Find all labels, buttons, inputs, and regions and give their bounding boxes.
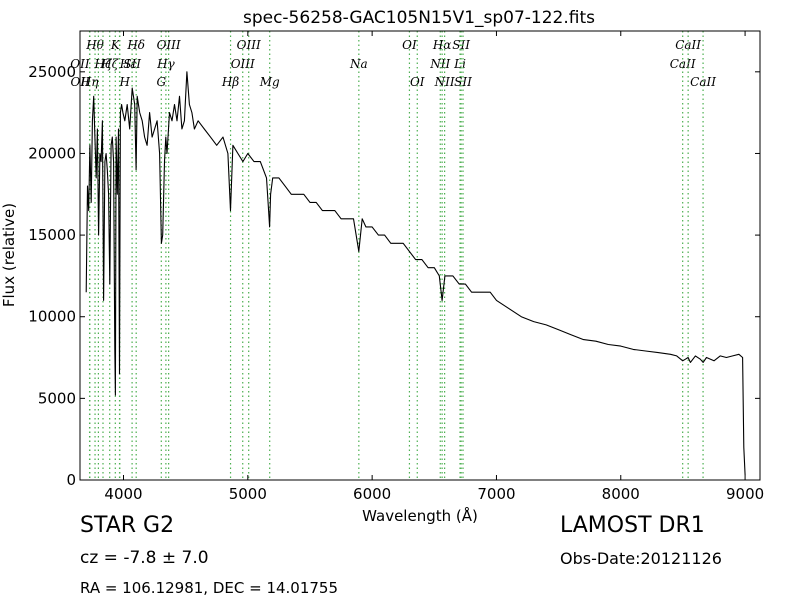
- line-marker-label: OIII: [157, 38, 181, 52]
- line-marker-label: NII: [434, 75, 455, 89]
- x-tick-label: 9000: [726, 485, 764, 503]
- line-marker-label: G: [157, 75, 167, 89]
- plot-frame: [79, 30, 761, 481]
- line-marker-label: Hζ: [100, 57, 119, 71]
- line-marker-label: CaII: [675, 38, 701, 52]
- line-marker-label: Hθ: [85, 38, 104, 52]
- spectrum-series: [85, 71, 746, 476]
- observation-date-label: Obs-Date:20121126: [560, 549, 722, 568]
- x-tick-label: 7000: [477, 485, 515, 503]
- spectrum-line: [85, 71, 746, 476]
- line-marker-label: Hα: [432, 38, 452, 52]
- line-marker-label: Hη: [80, 75, 99, 89]
- y-tick-label: 15000: [28, 226, 76, 244]
- x-tick-label: 5000: [229, 485, 267, 503]
- y-tick-label: 10000: [28, 308, 76, 326]
- chart-title: spec-56258-GAC105N15V1_sp07-122.fits: [243, 8, 595, 28]
- line-marker-label: Na: [349, 57, 368, 71]
- y-tick-label: 0: [66, 471, 76, 489]
- line-marker-label: NII: [429, 57, 450, 71]
- x-tick-label: 8000: [602, 485, 640, 503]
- line-marker-label: CaII: [670, 57, 696, 71]
- line-marker-label: OI: [410, 75, 425, 89]
- y-tick-label: 25000: [28, 63, 76, 81]
- line-marker-label: Hγ: [156, 57, 175, 71]
- line-marker-label: OIII: [231, 57, 255, 71]
- line-markers: OIIOIIHθHηHζHζKHHεSIIHδGHγOIIIHβOIIIOIII…: [70, 31, 716, 480]
- y-tick-label: 20000: [28, 144, 76, 162]
- spectral-class-label: STAR G2: [80, 513, 175, 538]
- survey-label: LAMOST DR1: [560, 513, 705, 538]
- line-marker-label: SII: [454, 75, 472, 89]
- redshift-label: cz = -7.8 ± 7.0: [80, 548, 209, 568]
- line-marker-label: Mg: [259, 75, 280, 89]
- axes: 4000 5000 6000 7000 8000 9000 0 5000 10000 15000 2…: [28, 31, 764, 503]
- line-marker-label: Hδ: [126, 38, 145, 52]
- y-axis-label: Flux (relative): [0, 203, 18, 307]
- line-marker-label: Li: [453, 57, 466, 71]
- x-axis-label: Wavelength (Å): [362, 506, 478, 525]
- line-marker-label: Hζ: [94, 57, 113, 71]
- x-tick-label: 6000: [353, 485, 391, 503]
- line-marker-label: SII: [123, 57, 141, 71]
- line-marker-label: K: [110, 38, 121, 52]
- line-marker-label: SII: [452, 38, 470, 52]
- x-tick-label: 4000: [104, 485, 142, 503]
- y-tick-label: 5000: [38, 389, 76, 407]
- line-marker-label: OI: [402, 38, 417, 52]
- line-marker-label: Hβ: [221, 75, 239, 89]
- line-marker-label: H: [119, 75, 131, 89]
- coordinates-label: RA = 106.12981, DEC = 14.01755: [80, 579, 339, 597]
- line-marker-label: CaII: [690, 75, 716, 89]
- line-marker-label: OIII: [237, 38, 261, 52]
